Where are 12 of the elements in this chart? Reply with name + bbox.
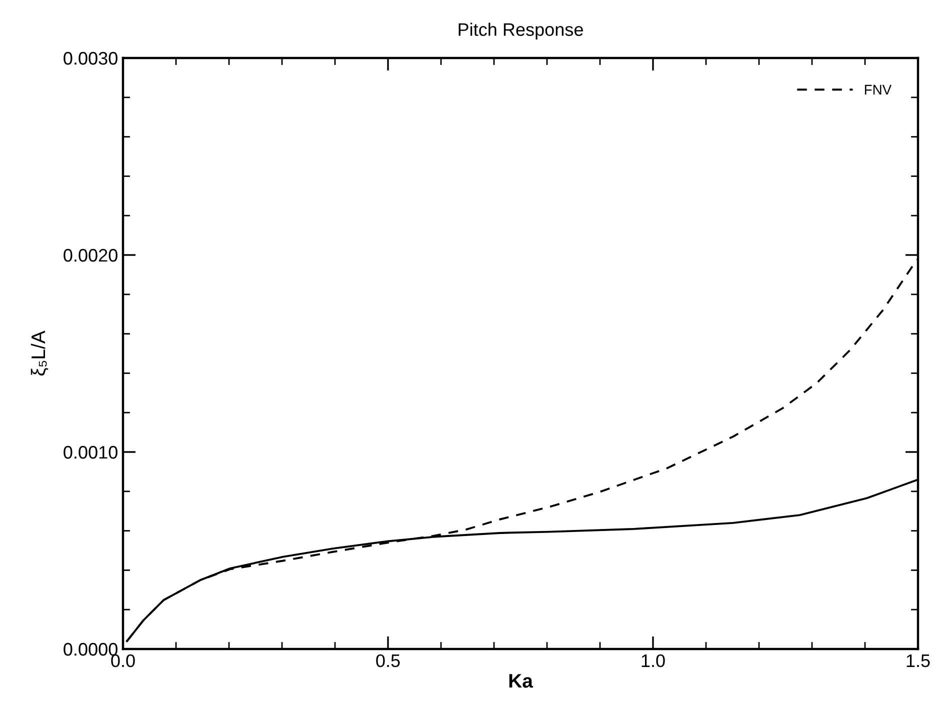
- chart-title: Pitch Response: [458, 22, 583, 40]
- y-tick-label: 0.0000: [64, 642, 118, 656]
- x-axis-title: Ka: [509, 674, 534, 688]
- x-tick-label: 1.0: [642, 654, 665, 668]
- y-tick-label: 0.0030: [64, 52, 118, 65]
- y-axis-title: ξ₅L/A: [30, 330, 48, 376]
- y-tick-label: 0.0010: [64, 446, 118, 459]
- x-tick-label: 0.5: [376, 654, 400, 668]
- y-tick-label: 0.0020: [64, 248, 118, 262]
- legend-label: FNV: [864, 84, 892, 94]
- x-tick-label: 0.0: [111, 654, 135, 668]
- x-tick-label: 1.5: [906, 654, 930, 668]
